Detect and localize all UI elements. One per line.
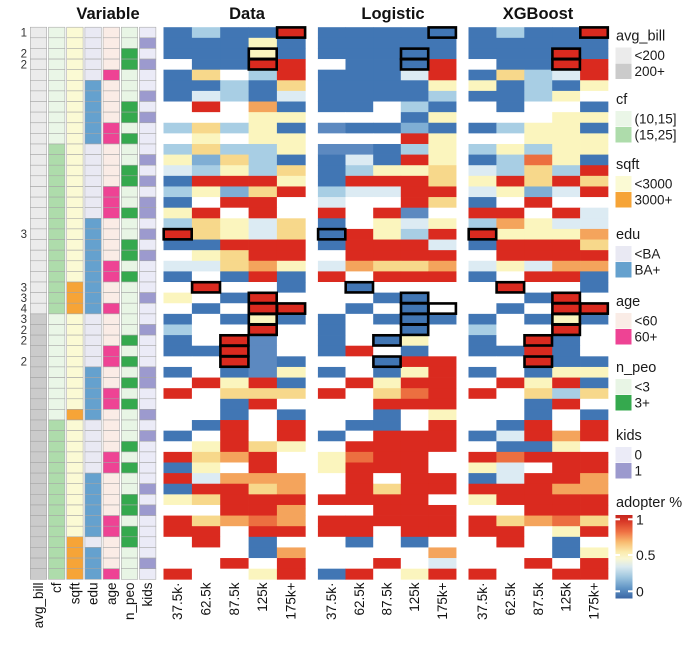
svg-text:87.5k: 87.5k: [227, 582, 242, 615]
svg-text:175k+: 175k+: [435, 582, 450, 619]
svg-text:3: 3: [21, 229, 27, 241]
svg-text:BA+: BA+: [635, 263, 661, 278]
svg-text:Logistic: Logistic: [361, 5, 424, 23]
svg-text:XGBoost: XGBoost: [503, 5, 574, 23]
svg-text:1: 1: [636, 511, 644, 527]
svg-text:Data: Data: [229, 5, 266, 23]
svg-text:62.5k: 62.5k: [503, 582, 518, 615]
svg-text:175k+: 175k+: [587, 582, 602, 619]
svg-text:kids: kids: [616, 428, 642, 444]
svg-text:age: age: [104, 583, 119, 606]
svg-text:avg_bill: avg_bill: [616, 29, 665, 45]
svg-text:adopter %: adopter %: [616, 495, 682, 511]
svg-text:age: age: [616, 294, 640, 310]
svg-text:125k: 125k: [559, 582, 574, 612]
svg-text:3000+: 3000+: [635, 193, 673, 208]
svg-text:60+: 60+: [635, 330, 658, 345]
svg-text:87.5k: 87.5k: [531, 582, 546, 615]
svg-text:<3: <3: [635, 380, 650, 395]
svg-text:3: 3: [21, 293, 27, 305]
svg-text:4: 4: [21, 304, 28, 316]
svg-text:<60: <60: [635, 314, 658, 329]
svg-text:<200: <200: [635, 48, 665, 63]
svg-text:(15,25]: (15,25]: [635, 128, 677, 143]
svg-text:175k+: 175k+: [284, 582, 299, 619]
svg-text:sqft: sqft: [67, 582, 82, 604]
svg-text:37.5k·: 37.5k·: [475, 583, 490, 621]
svg-text:sqft: sqft: [616, 157, 639, 173]
svg-text:125k: 125k: [407, 582, 422, 612]
svg-text:<3000: <3000: [635, 177, 673, 192]
svg-text:3+: 3+: [635, 396, 651, 411]
svg-text:2: 2: [21, 59, 27, 71]
svg-text:n_peo: n_peo: [122, 583, 137, 621]
svg-text:n_peo: n_peo: [616, 360, 656, 376]
svg-text:37.5k·: 37.5k·: [170, 583, 185, 621]
svg-text:62.5k: 62.5k: [352, 582, 367, 615]
svg-text:Variable: Variable: [76, 5, 139, 23]
svg-text:0: 0: [635, 448, 643, 463]
svg-text:200+: 200+: [635, 64, 666, 79]
svg-text:cf: cf: [616, 92, 628, 108]
svg-text:62.5k: 62.5k: [199, 582, 214, 615]
svg-text:125k: 125k: [255, 582, 270, 612]
svg-text:3: 3: [21, 282, 27, 294]
svg-text:0: 0: [636, 583, 644, 599]
svg-text:0.5: 0.5: [636, 547, 656, 563]
svg-text:avg_bill: avg_bill: [31, 583, 46, 629]
svg-text:87.5k: 87.5k: [380, 582, 395, 615]
svg-text:edu: edu: [616, 227, 640, 243]
svg-text:edu: edu: [86, 583, 101, 606]
svg-text:2: 2: [21, 357, 27, 369]
svg-text:(10,15]: (10,15]: [635, 112, 677, 127]
svg-text:2: 2: [21, 335, 27, 347]
svg-text:2: 2: [21, 49, 27, 61]
svg-text:2: 2: [21, 325, 27, 337]
svg-text:<BA: <BA: [635, 247, 661, 262]
svg-text:3: 3: [21, 314, 27, 326]
svg-text:cf: cf: [49, 582, 64, 593]
svg-text:1: 1: [635, 464, 643, 479]
svg-text:kids: kids: [140, 582, 155, 606]
svg-text:37.5k·: 37.5k·: [324, 583, 339, 621]
svg-text:1: 1: [21, 28, 27, 40]
